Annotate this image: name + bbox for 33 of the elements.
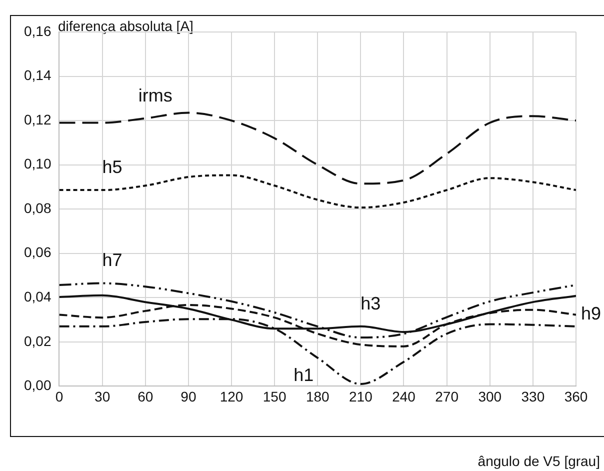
x-tick-label: 240 — [392, 388, 416, 404]
x-tick-label: 30 — [94, 388, 110, 404]
line-series — [59, 282, 576, 338]
annotation: h5 — [102, 157, 122, 178]
x-tick-label: 300 — [478, 388, 502, 404]
y-tick-label: 0,06 — [24, 244, 52, 260]
annotation: h7 — [102, 250, 122, 270]
annotation: h1 — [294, 364, 314, 385]
x-tick-label: 180 — [306, 388, 330, 404]
x-tick-label: 90 — [180, 388, 196, 404]
line-series — [59, 112, 576, 185]
x-axis-title: ângulo de V5 [grau] — [478, 453, 600, 469]
x-tick-label: 120 — [220, 388, 244, 404]
x-tick-label: 270 — [435, 388, 459, 404]
series-label: h9 — [581, 304, 602, 324]
x-tick-label: 150 — [262, 388, 286, 404]
x-tick-label: 60 — [138, 388, 154, 404]
y-tick-label: 0,16 — [24, 22, 52, 39]
annotation: h3 — [360, 293, 381, 314]
x-tick-label: 330 — [521, 388, 545, 404]
annotation: irms — [138, 85, 172, 106]
y-tick-label: 0,04 — [24, 288, 52, 305]
x-tick-label: 0 — [55, 388, 64, 404]
line-series — [59, 174, 576, 209]
y-axis-title: diferença absoluta [A] — [58, 18, 194, 34]
y-tick-label: 0,12 — [24, 111, 52, 128]
y-tick-label: 0,14 — [24, 67, 52, 84]
x-tick-label: 210 — [349, 388, 373, 404]
y-tick-label: 0,10 — [24, 156, 52, 172]
x-tick-label: 360 — [564, 388, 588, 404]
y-tick-label: 0,08 — [24, 200, 52, 216]
y-tick-label: 0,00 — [24, 377, 52, 394]
y-tick-label: 0,02 — [24, 332, 52, 349]
